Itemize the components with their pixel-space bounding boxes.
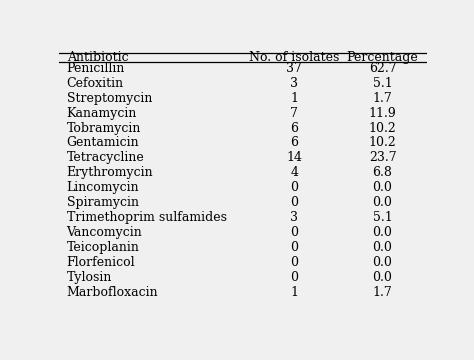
Text: 0: 0: [291, 196, 298, 210]
Text: 3: 3: [291, 77, 298, 90]
Text: Antibiotic: Antibiotic: [66, 51, 128, 64]
Text: Trimethoprim sulfamides: Trimethoprim sulfamides: [66, 211, 227, 224]
Text: Spiramycin: Spiramycin: [66, 196, 138, 210]
Text: 10.2: 10.2: [369, 136, 396, 149]
Text: Kanamycin: Kanamycin: [66, 107, 137, 120]
Text: 5.1: 5.1: [373, 77, 392, 90]
Text: Tetracycline: Tetracycline: [66, 152, 145, 165]
Text: 62.7: 62.7: [369, 62, 396, 75]
Text: 0.0: 0.0: [373, 196, 392, 210]
Text: Florfenicol: Florfenicol: [66, 256, 135, 269]
Text: 14: 14: [286, 152, 302, 165]
Text: 7: 7: [291, 107, 298, 120]
Text: 0.0: 0.0: [373, 256, 392, 269]
Text: 0: 0: [291, 241, 298, 254]
Text: 6: 6: [291, 136, 298, 149]
Text: Erythromycin: Erythromycin: [66, 166, 153, 179]
Text: 5.1: 5.1: [373, 211, 392, 224]
Text: Penicillin: Penicillin: [66, 62, 125, 75]
Text: Vancomycin: Vancomycin: [66, 226, 142, 239]
Text: 3: 3: [291, 211, 298, 224]
Text: Tobramycin: Tobramycin: [66, 122, 141, 135]
Text: 11.9: 11.9: [369, 107, 396, 120]
Text: Marbofloxacin: Marbofloxacin: [66, 286, 158, 299]
Text: 23.7: 23.7: [369, 152, 396, 165]
Text: 1: 1: [291, 91, 298, 105]
Text: 6.8: 6.8: [373, 166, 392, 179]
Text: 0: 0: [291, 226, 298, 239]
Text: 0: 0: [291, 256, 298, 269]
Text: Streptomycin: Streptomycin: [66, 91, 152, 105]
Text: No. of isolates: No. of isolates: [249, 51, 339, 64]
Text: 37: 37: [286, 62, 302, 75]
Text: 1.7: 1.7: [373, 91, 392, 105]
Text: 0.0: 0.0: [373, 271, 392, 284]
Text: Percentage: Percentage: [346, 51, 419, 64]
Text: Teicoplanin: Teicoplanin: [66, 241, 139, 254]
Text: 6: 6: [291, 122, 298, 135]
Text: 1.7: 1.7: [373, 286, 392, 299]
Text: Gentamicin: Gentamicin: [66, 136, 139, 149]
Text: 0: 0: [291, 181, 298, 194]
Text: Cefoxitin: Cefoxitin: [66, 77, 124, 90]
Text: 0.0: 0.0: [373, 181, 392, 194]
Text: 0: 0: [291, 271, 298, 284]
Text: 0.0: 0.0: [373, 226, 392, 239]
Text: 4: 4: [291, 166, 298, 179]
Text: 0.0: 0.0: [373, 241, 392, 254]
Text: 10.2: 10.2: [369, 122, 396, 135]
Text: Lincomycin: Lincomycin: [66, 181, 139, 194]
Text: Tylosin: Tylosin: [66, 271, 112, 284]
Text: 1: 1: [291, 286, 298, 299]
